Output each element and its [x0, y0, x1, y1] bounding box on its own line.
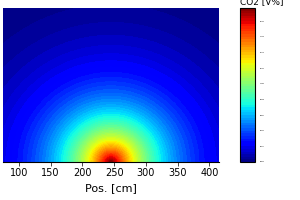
Text: CO2 [V%]: CO2 [V%]: [240, 0, 284, 6]
X-axis label: Pos. [cm]: Pos. [cm]: [85, 183, 137, 193]
